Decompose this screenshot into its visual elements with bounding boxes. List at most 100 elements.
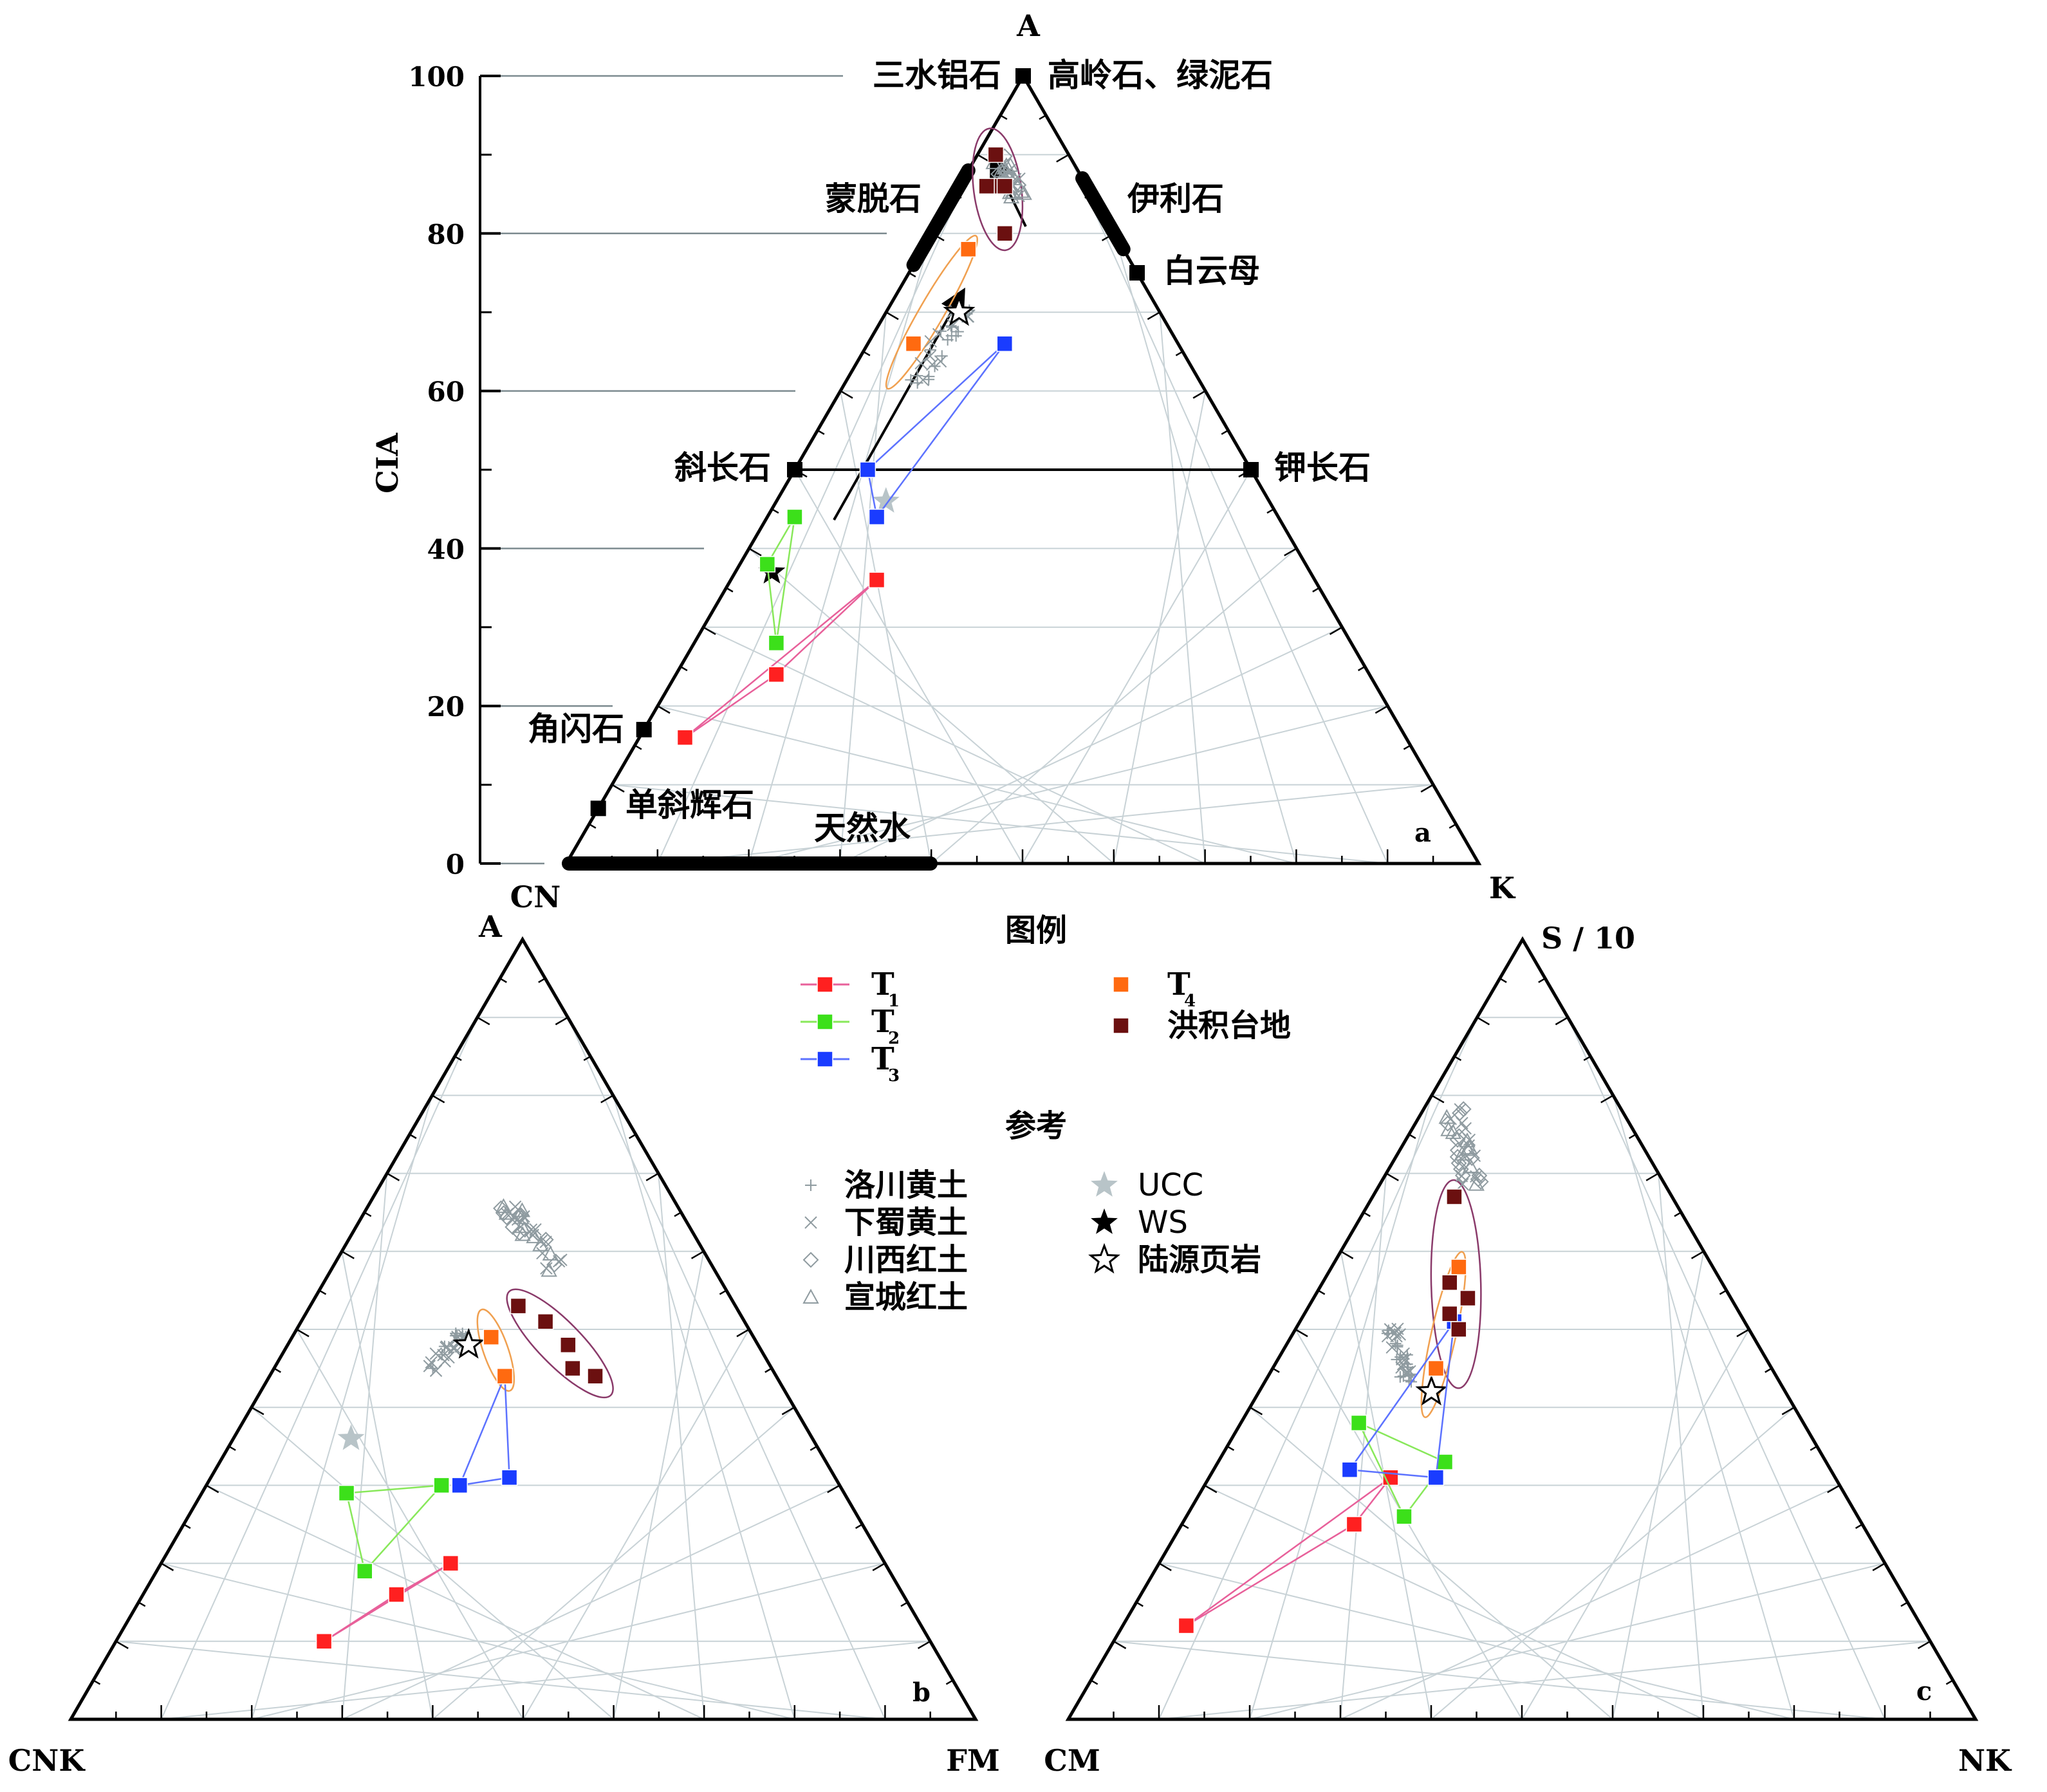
- data-series-a: [676, 146, 1014, 746]
- t1-point: [388, 1586, 405, 1603]
- legend-ref-label: WS: [1138, 1205, 1188, 1241]
- cia-axis: CIA 0 20 40 60 80 100: [370, 61, 501, 880]
- t3-point: [451, 1477, 468, 1494]
- mineral-label: 高岭石、绿泥石: [1048, 56, 1273, 94]
- legend-label-t4: T: [1167, 966, 1190, 1002]
- red-soil-xuancheng-point: [541, 1262, 557, 1277]
- tick-mark: [1113, 1640, 1127, 1649]
- tick-mark: [817, 429, 825, 435]
- mineral-label: 单斜辉石: [625, 786, 754, 824]
- grid-line: [703, 626, 1206, 864]
- red-soil-chuanxi-point: [1455, 1101, 1472, 1118]
- tick-mark: [1266, 508, 1275, 514]
- tick-mark: [719, 1289, 727, 1295]
- tick-mark: [228, 1445, 236, 1451]
- tick-mark: [1900, 1602, 1909, 1607]
- tick-mark: [1221, 429, 1229, 435]
- legend-ref-label: 陆源页岩: [1138, 1242, 1261, 1278]
- grid-line: [1068, 154, 1389, 864]
- red-soil-xuancheng-point: [532, 1236, 549, 1252]
- y-tick-label: 0: [446, 849, 465, 880]
- t1-point: [868, 571, 885, 589]
- tick-mark: [477, 1017, 490, 1026]
- red-soil-chuanxi-point: [1456, 1153, 1473, 1170]
- legend-label-t1: T: [871, 966, 894, 1002]
- tick-mark: [1408, 1133, 1416, 1140]
- tick-mark: [160, 1562, 174, 1571]
- open-star-icon: [1088, 1242, 1120, 1274]
- flood-point: [987, 146, 1005, 163]
- flood-point: [510, 1297, 527, 1315]
- vertex-label-c-top: S / 10: [1541, 921, 1635, 956]
- loess-luochuan-point: [1391, 1341, 1403, 1353]
- t2-point: [1436, 1454, 1454, 1470]
- data-series-c: [1178, 1188, 1476, 1634]
- flood-point: [996, 178, 1014, 195]
- tick-mark: [1227, 1445, 1235, 1451]
- t4-point: [959, 241, 977, 258]
- legend-marker-t4: [1113, 976, 1129, 993]
- grid-line: [523, 1329, 750, 1720]
- tick-mark: [917, 1640, 931, 1649]
- loess-xiashu-point: [804, 1216, 817, 1229]
- cia-axis-title: CIA: [370, 432, 405, 494]
- tick-mark: [1583, 1055, 1591, 1061]
- tick-mark: [1295, 1328, 1308, 1338]
- mineral-label: 钾长石: [1274, 448, 1371, 486]
- vertex-label-b-top: A: [478, 909, 503, 944]
- grid-line: [794, 469, 1023, 864]
- black-star-icon: [1091, 1208, 1118, 1234]
- tick-mark: [1147, 311, 1161, 320]
- loess-luochuan-point: [1381, 1327, 1393, 1340]
- shale-star-point: [452, 1327, 485, 1359]
- legend-subscript: 3: [888, 1066, 900, 1085]
- reference-points-b: [337, 1198, 568, 1450]
- t2-point: [338, 1484, 355, 1502]
- tick-mark: [454, 1055, 462, 1061]
- t3-series-line: [459, 1376, 510, 1486]
- tick-mark: [1317, 1289, 1326, 1295]
- cia-guide-lines: [496, 75, 887, 865]
- loess-luochuan-point: [952, 326, 964, 338]
- t2-point: [357, 1562, 373, 1580]
- t3-point: [501, 1469, 518, 1486]
- grid-line: [657, 705, 1297, 864]
- t4-point: [1427, 1360, 1445, 1377]
- mineral-label: 三水铝石: [873, 56, 1001, 94]
- legend-ref-label: 下蜀黄土: [844, 1205, 968, 1241]
- mineral-label: 天然水: [814, 809, 911, 847]
- loess-luochuan-point: [1403, 1369, 1415, 1381]
- loess-xiashu-point: [1454, 1103, 1467, 1116]
- loess-xiashu-point: [440, 1340, 454, 1353]
- tick-mark: [1872, 1562, 1885, 1571]
- loess-xiashu-point: [1459, 1122, 1472, 1135]
- grid-line: [1612, 1251, 1705, 1720]
- tick-mark: [1499, 977, 1507, 983]
- legend-title: 图例: [1005, 912, 1067, 948]
- flood-point: [587, 1367, 604, 1385]
- t4-point: [1450, 1259, 1467, 1275]
- tick-mark: [690, 1250, 705, 1259]
- grid-line: [206, 1484, 705, 1720]
- legend-label-t2: T: [871, 1004, 894, 1040]
- red-soil-xuancheng-point: [498, 1205, 515, 1220]
- tick-mark: [1736, 1328, 1750, 1338]
- loess-xiashu-point: [947, 319, 959, 331]
- vertex-label-a-right: K: [1489, 871, 1516, 905]
- tick-mark: [1284, 548, 1297, 557]
- loess-xiashu-point: [923, 349, 936, 363]
- legend-marker-t1: [817, 976, 833, 993]
- loess-luochuan-point: [924, 344, 936, 356]
- tick-mark: [1810, 1445, 1818, 1451]
- red-soil-chuanxi-point: [1449, 1149, 1466, 1165]
- tick-mark: [908, 272, 916, 278]
- flood-point: [1450, 1321, 1467, 1338]
- red-soil-chuanxi-point: [1450, 1155, 1467, 1172]
- t4-point: [496, 1367, 514, 1385]
- grid-line: [1204, 1484, 1704, 1720]
- tick-mark: [600, 1095, 614, 1104]
- tick-mark: [1690, 1250, 1705, 1259]
- loess-xiashu-point: [1456, 1116, 1468, 1130]
- tick-mark: [205, 1484, 219, 1493]
- loess-xiashu-point: [924, 335, 937, 348]
